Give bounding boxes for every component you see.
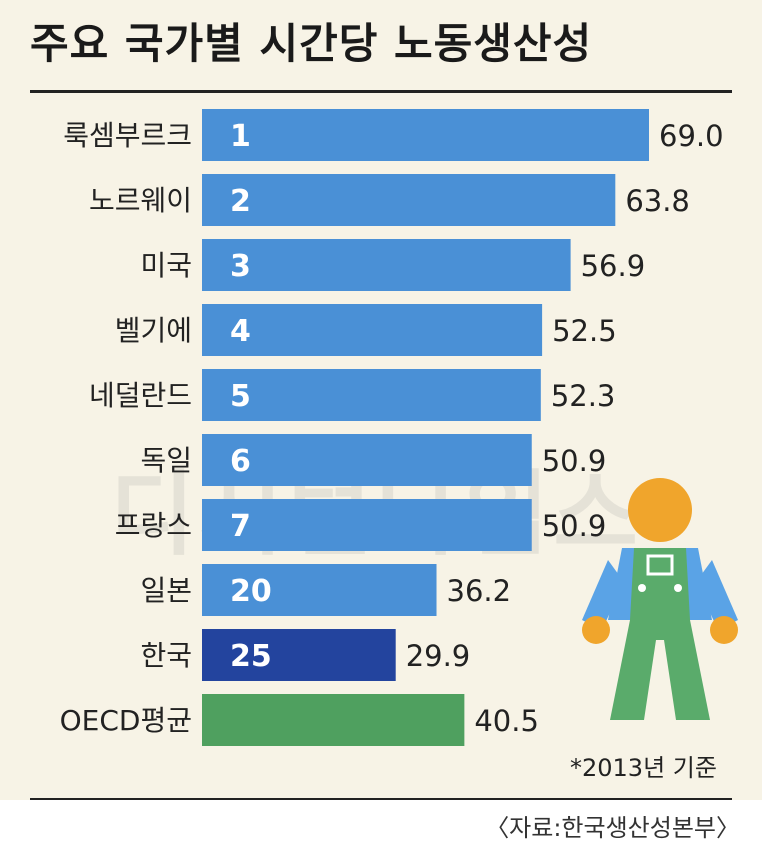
worker-right-hand	[710, 616, 738, 644]
bar	[202, 239, 571, 291]
value-label: 40.5	[474, 704, 539, 738]
rank-label: 20	[230, 574, 272, 609]
bar	[202, 109, 649, 161]
worker-head	[628, 478, 692, 542]
worker-left-arm	[582, 560, 624, 630]
value-label: 69.0	[659, 119, 724, 153]
value-label: 52.5	[552, 314, 617, 348]
worker-overalls	[610, 548, 710, 720]
bottom-divider	[30, 798, 732, 800]
bar	[202, 629, 396, 681]
rank-label: 6	[230, 444, 251, 479]
category-label: 룩셈부르크	[63, 119, 192, 152]
worker-pocket	[646, 554, 674, 576]
bar	[202, 694, 465, 746]
base-year-note: *2013년 기준	[570, 754, 717, 782]
value-label: 36.2	[447, 574, 512, 608]
category-label: 독일	[140, 444, 192, 477]
category-label: 벨기에	[115, 314, 192, 347]
value-label: 56.9	[581, 249, 646, 283]
rank-label: 5	[230, 379, 251, 414]
category-label: 한국	[140, 639, 192, 672]
chart-title: 주요 국가별 시간당 노동생산성	[30, 19, 593, 68]
worker-illustration	[582, 478, 738, 720]
rank-label: 3	[230, 249, 251, 284]
bar	[202, 174, 616, 226]
title-divider	[30, 90, 732, 93]
bar	[202, 369, 541, 421]
bar-chart: 룩셈부르크 1 69.0 노르웨이 2 63.8 미국 3 56.9 벨기에 4 52.5 네덜란드 5 5…	[60, 109, 724, 746]
value-label: 52.3	[551, 379, 616, 413]
bar	[202, 434, 532, 486]
worker-button-left	[638, 584, 646, 592]
worker-button-right	[674, 584, 682, 592]
rank-label: 4	[230, 314, 251, 349]
rank-label: 7	[230, 509, 251, 544]
rank-label: 2	[230, 184, 251, 219]
category-label: 노르웨이	[89, 184, 192, 217]
category-label: 미국	[140, 249, 192, 282]
value-label: 50.9	[542, 509, 607, 543]
category-label: OECD평균	[60, 704, 192, 737]
category-label: 프랑스	[115, 509, 192, 542]
worker-right-arm	[696, 560, 738, 630]
value-label: 29.9	[406, 639, 471, 673]
category-label: 일본	[140, 574, 192, 607]
category-label: 네덜란드	[89, 379, 192, 412]
worker-left-hand	[582, 616, 610, 644]
bar	[202, 564, 437, 616]
rank-label: 1	[230, 119, 251, 154]
value-label: 63.8	[625, 184, 690, 218]
source-note: 〈자료:한국생산성본부〉	[485, 814, 740, 842]
bar	[202, 499, 532, 551]
rank-label: 25	[230, 639, 272, 674]
bar	[202, 304, 543, 356]
value-label: 50.9	[542, 444, 607, 478]
